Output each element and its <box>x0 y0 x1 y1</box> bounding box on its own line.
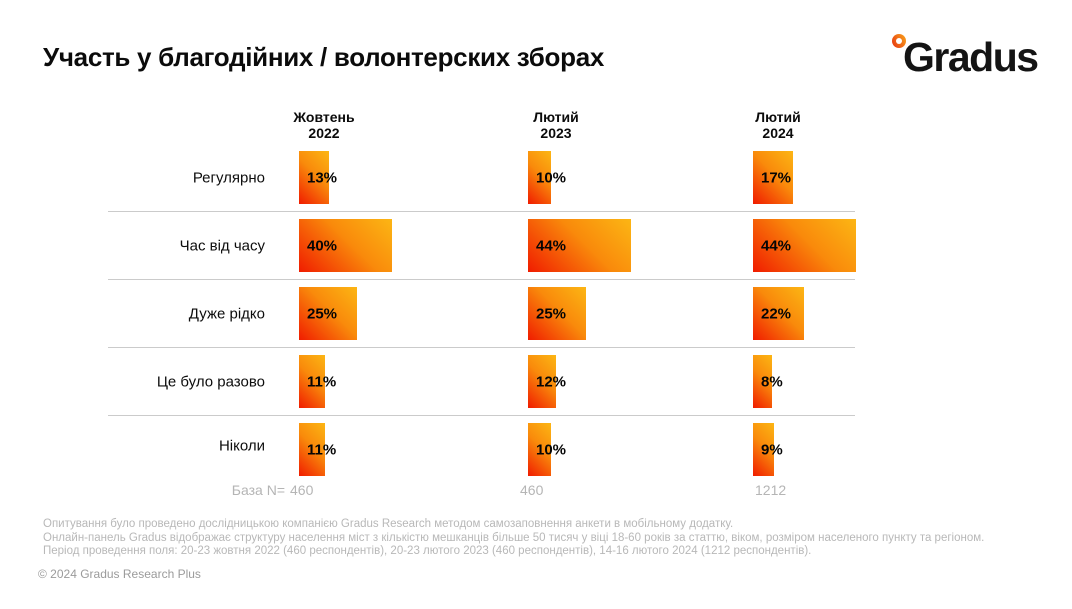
bar-value-label: 10% <box>536 169 567 186</box>
row-label: Це було разово <box>156 373 265 390</box>
chart-row-very-rarely: Дуже рідко 25% 25% 22% <box>108 280 855 348</box>
bar-2022-regularly: 13% <box>299 151 337 204</box>
bar-2023-regularly: 10% <box>528 151 566 204</box>
bar-chart: Жовтень 2022 Лютий 2023 Лютий 2024 Регул… <box>108 108 856 508</box>
footnote-line: Період проведення поля: 20-23 жовтня 202… <box>43 545 812 557</box>
base-n-2024: 1212 <box>755 482 787 498</box>
gradus-logo: Gradus <box>890 28 1055 86</box>
bar-2023-very-rarely: 25% <box>528 287 586 340</box>
chart-row-once: Це було разово 11% 12% 8% <box>108 348 855 416</box>
bar-value-label: 9% <box>761 441 783 458</box>
chart-row-never: Ніколи 11% 10% 9% <box>108 416 855 476</box>
bar-2024-very-rarely: 22% <box>753 287 804 340</box>
gradus-degree-icon <box>892 34 906 48</box>
bar-2024-once: 8% <box>753 355 783 408</box>
bar-value-label: 40% <box>307 237 338 254</box>
bar-value-label: 44% <box>761 237 792 254</box>
page-title: Участь у благодійних / волонтерских збор… <box>43 42 605 72</box>
row-label: Час від часу <box>179 237 265 254</box>
base-n-label: База N= <box>231 482 285 498</box>
column-header-feb-2024: Лютий 2024 <box>755 109 801 141</box>
bar-2022-from-time-to-time: 40% <box>299 219 392 272</box>
bar-2024-never: 9% <box>753 423 783 476</box>
bar-value-label: 12% <box>536 373 567 390</box>
bar-value-label: 11% <box>307 373 337 390</box>
footnote-line: Опитування було проведено дослідницькою … <box>43 518 734 530</box>
bar-2022-very-rarely: 25% <box>299 287 357 340</box>
base-row: База N= 460 460 1212 <box>108 482 855 508</box>
bar-2022-never: 11% <box>299 423 336 476</box>
bar-value-label: 8% <box>761 373 783 390</box>
column-header-feb-2023: Лютий 2023 <box>533 109 579 141</box>
bar-2022-once: 11% <box>299 355 336 408</box>
copyright-notice: © 2024 Gradus Research Plus <box>38 567 201 581</box>
bar-value-label: 17% <box>761 169 792 186</box>
bar-2024-from-time-to-time: 44% <box>753 219 856 272</box>
gradus-logo-text: Gradus <box>903 34 1039 80</box>
chart-row-from-time-to-time: Час від часу 40% 44% 44% <box>108 212 856 280</box>
bar-value-label: 10% <box>536 441 567 458</box>
row-label: Регулярно <box>192 169 265 186</box>
bar-2023-never: 10% <box>528 423 566 476</box>
bar-value-label: 13% <box>307 169 338 186</box>
bar-2023-once: 12% <box>528 355 566 408</box>
bar-value-label: 25% <box>307 305 338 322</box>
bar-value-label: 25% <box>536 305 567 322</box>
bar-value-label: 44% <box>536 237 567 254</box>
methodology-notes: Опитування було проведено дослідницькою … <box>43 518 1033 559</box>
column-headers: Жовтень 2022 Лютий 2023 Лютий 2024 <box>108 108 855 144</box>
row-label: Ніколи <box>218 437 265 455</box>
row-label: Дуже рідко <box>188 305 265 322</box>
base-n-2023: 460 <box>520 482 544 498</box>
chart-row-regularly: Регулярно 13% 10% 17% <box>108 144 855 212</box>
bar-value-label: 11% <box>307 441 337 458</box>
base-n-2022: 460 <box>290 482 314 498</box>
footnote-line: Онлайн-панель Gradus відображає структур… <box>43 531 985 544</box>
bar-2023-from-time-to-time: 44% <box>528 219 631 272</box>
bar-value-label: 22% <box>761 305 792 322</box>
column-header-oct-2022: Жовтень 2022 <box>293 109 355 141</box>
bar-2024-regularly: 17% <box>753 151 793 204</box>
